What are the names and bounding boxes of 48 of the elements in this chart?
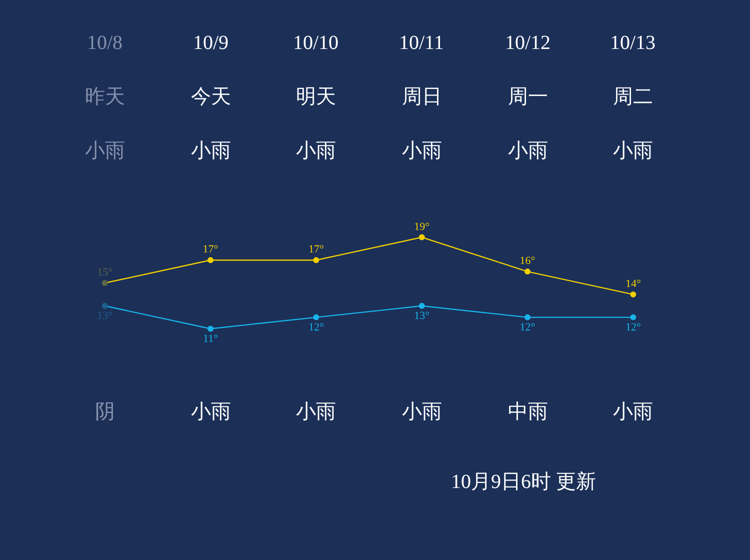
data-label: 14°: [625, 278, 641, 290]
point: [102, 302, 108, 309]
point: [208, 257, 214, 264]
point: [418, 302, 425, 309]
data-label: 16°: [520, 255, 536, 268]
data-label: 15°: [97, 266, 113, 278]
text: 小雨: [402, 401, 442, 423]
point: [524, 314, 530, 320]
text: 小雨: [85, 140, 125, 162]
text: 小雨: [191, 401, 231, 423]
text: 小雨: [613, 401, 653, 423]
point: [208, 326, 214, 332]
text: 小雨: [296, 140, 336, 162]
text: 周二: [613, 86, 653, 108]
text: 阴: [95, 401, 115, 423]
data-label: 13°: [414, 310, 430, 322]
data-label: 11°: [203, 332, 218, 345]
text: 周一: [508, 86, 548, 108]
point: [630, 291, 636, 298]
text: 明天: [296, 86, 336, 108]
point: [102, 280, 108, 286]
data-label: 17°: [202, 244, 218, 256]
data-label: 19°: [414, 220, 430, 233]
point: [418, 234, 425, 240]
data-label: 12°: [308, 321, 324, 334]
text: 小雨: [191, 140, 231, 162]
text: 小雨: [402, 140, 442, 162]
point: [313, 257, 320, 264]
text: 周日: [402, 86, 442, 108]
point: [524, 268, 530, 275]
text: 小雨: [613, 140, 653, 162]
x-tick-label: 10/9: [193, 32, 229, 54]
data-label: 12°: [520, 321, 536, 334]
text: 小雨: [296, 401, 336, 423]
x-tick-label: 10/12: [505, 32, 551, 54]
text: 小雨: [508, 140, 548, 162]
data-label: 17°: [308, 244, 324, 256]
x-tick-label: 10/8: [87, 32, 123, 54]
x-tick-label: 10/13: [610, 32, 656, 54]
point: [630, 314, 636, 320]
x-tick-label: 10/10: [293, 32, 339, 54]
text: 昨天: [85, 86, 125, 108]
text: 中雨: [508, 401, 548, 423]
x-tick-label: 10/11: [399, 32, 444, 54]
point: [313, 314, 320, 320]
text: 10月9日6时 更新: [451, 471, 596, 493]
data-label: 12°: [625, 321, 641, 334]
text: 今天: [191, 86, 231, 108]
